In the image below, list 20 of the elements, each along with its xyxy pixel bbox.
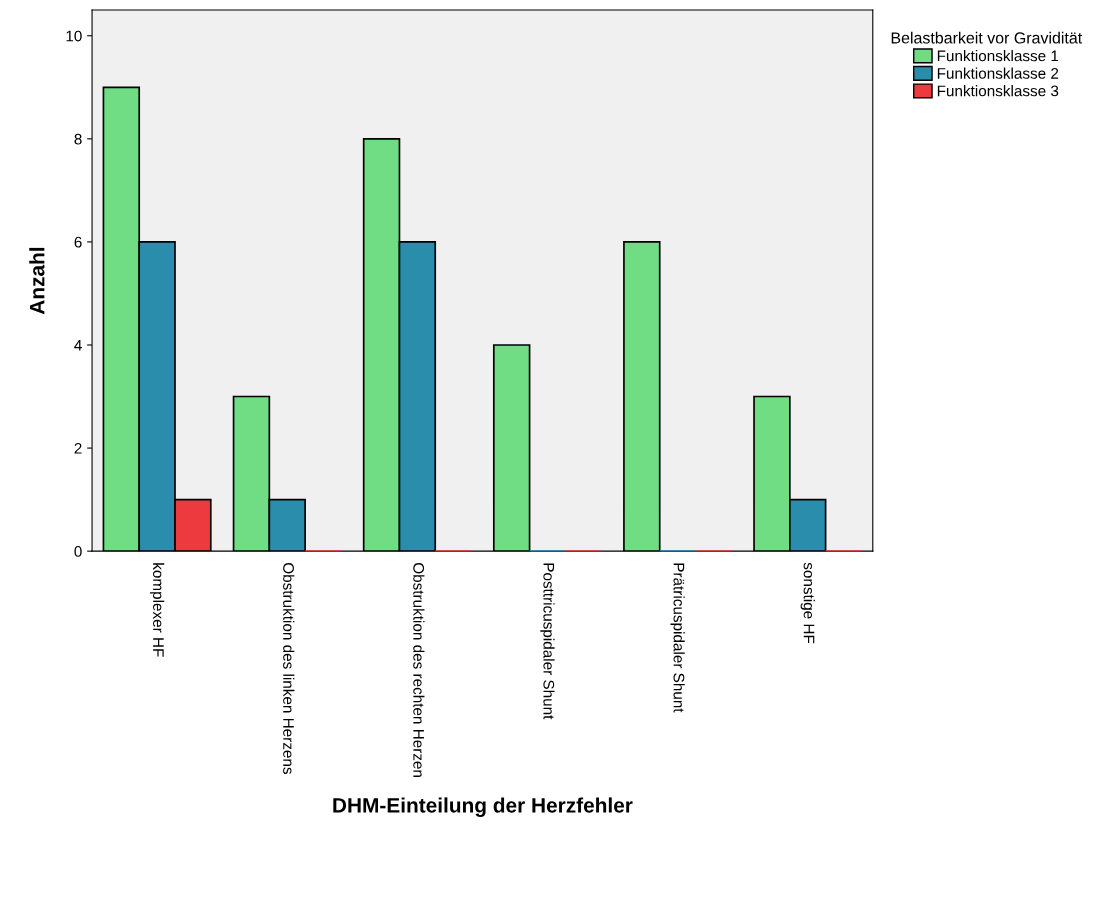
- legend-label: Funktionsklasse 2: [937, 67, 1059, 79]
- x-tick-label: Obstruktion des rechten Herzen: [413, 562, 425, 777]
- legend-label: Funktionsklasse 1: [937, 50, 1059, 62]
- y-tick-label: 0: [74, 546, 82, 557]
- x-tick-label: Obstruktion des linken Herzens: [283, 562, 295, 775]
- y-tick-label: 10: [66, 30, 82, 42]
- legend-label: Funktionsklasse 3: [937, 85, 1059, 97]
- y-tick-label: 2: [74, 442, 82, 454]
- x-tick-label: komplexer HF: [149, 563, 165, 657]
- y-tick-label: 6: [74, 236, 82, 248]
- x-axis-title: DHM-Einteilung der Herzfehler: [333, 797, 633, 817]
- bar: [623, 241, 661, 552]
- legend-title: Belastbarkeit vor Gravidität: [891, 31, 1083, 44]
- y-tick-label: 8: [74, 133, 82, 145]
- bar: [492, 344, 531, 552]
- x-tick-label: Posttricuspidaler Shunt: [540, 563, 555, 720]
- y-axis-title: Anzahl: [29, 247, 45, 315]
- x-tick-label: sonstige HF: [800, 562, 815, 644]
- x-tick-label: Prätricuspidaler Shunt: [670, 563, 685, 713]
- y-tick-label: 4: [74, 340, 82, 351]
